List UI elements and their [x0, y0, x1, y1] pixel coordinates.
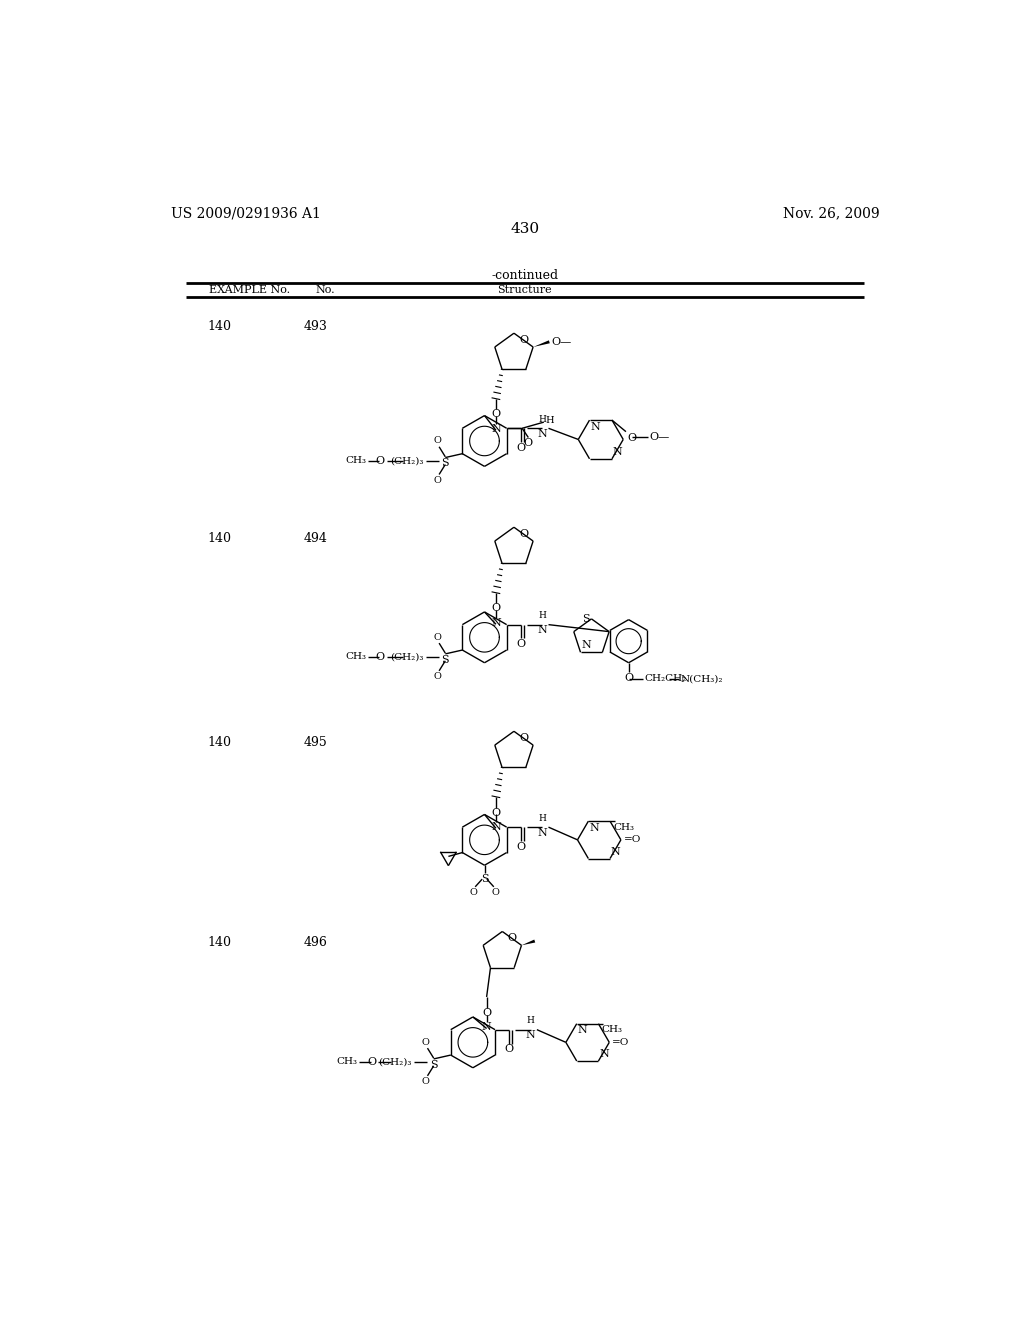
Text: O: O — [519, 335, 528, 345]
Text: H: H — [539, 813, 546, 822]
Text: =O: =O — [624, 836, 641, 845]
Text: O: O — [624, 673, 633, 682]
Text: N: N — [611, 847, 621, 857]
Text: O—: O— — [649, 432, 670, 442]
Text: N: N — [599, 1049, 609, 1060]
Text: O: O — [524, 438, 532, 449]
Polygon shape — [521, 940, 536, 945]
Text: Nov. 26, 2009: Nov. 26, 2009 — [783, 206, 880, 220]
Text: N: N — [492, 618, 501, 628]
Text: O: O — [492, 603, 501, 614]
Text: O: O — [422, 1077, 430, 1086]
Text: S: S — [441, 655, 450, 665]
Text: CH₂CH₂: CH₂CH₂ — [644, 675, 686, 684]
Text: O: O — [492, 409, 501, 420]
Text: S: S — [430, 1060, 437, 1069]
Text: N: N — [492, 822, 501, 832]
Text: 493: 493 — [303, 321, 328, 333]
Text: 140: 140 — [208, 936, 231, 949]
Text: CH₃: CH₃ — [345, 457, 367, 465]
Text: O: O — [519, 529, 528, 539]
Text: (CH₂)₃: (CH₂)₃ — [379, 1057, 412, 1067]
Text: US 2009/0291936 A1: US 2009/0291936 A1 — [171, 206, 321, 220]
Text: 494: 494 — [303, 532, 328, 545]
Text: 430: 430 — [510, 222, 540, 235]
Text: No.: No. — [315, 285, 335, 296]
Text: =O: =O — [612, 1038, 630, 1047]
Text: (CH₂)₃: (CH₂)₃ — [390, 652, 424, 661]
Text: 140: 140 — [208, 532, 231, 545]
Text: 496: 496 — [303, 936, 328, 949]
Text: O: O — [470, 888, 477, 898]
Text: N: N — [538, 828, 547, 838]
Text: O: O — [376, 455, 385, 466]
Text: O: O — [519, 733, 528, 743]
Text: Structure: Structure — [498, 285, 552, 296]
Text: 495: 495 — [304, 737, 328, 748]
Text: O: O — [507, 933, 516, 944]
Text: O: O — [516, 842, 525, 851]
Text: O: O — [433, 632, 441, 642]
Text: O: O — [422, 1038, 430, 1047]
Text: N: N — [525, 1031, 536, 1040]
Text: S: S — [583, 614, 590, 624]
Text: O: O — [433, 477, 441, 484]
Text: H: H — [546, 416, 554, 425]
Text: N: N — [612, 447, 623, 457]
Text: H: H — [526, 1016, 535, 1026]
Text: S: S — [480, 874, 488, 883]
Polygon shape — [534, 341, 550, 347]
Text: 140: 140 — [208, 321, 231, 333]
Text: N: N — [589, 822, 599, 833]
Text: CH₃: CH₃ — [345, 652, 367, 661]
Text: O: O — [516, 639, 525, 649]
Text: H: H — [539, 611, 546, 620]
Text: CH₃: CH₃ — [337, 1057, 357, 1067]
Text: O: O — [628, 433, 637, 444]
Text: N: N — [538, 626, 547, 635]
Text: H: H — [539, 414, 546, 424]
Text: 140: 140 — [208, 737, 231, 748]
Text: O: O — [516, 444, 525, 453]
Text: O—: O— — [551, 337, 571, 347]
Text: O: O — [482, 1007, 492, 1018]
Text: N: N — [578, 1026, 587, 1035]
Text: CH₃: CH₃ — [613, 822, 634, 832]
Text: N: N — [492, 424, 501, 434]
Text: N(CH₃)₂: N(CH₃)₂ — [681, 675, 723, 684]
Text: (CH₂)₃: (CH₂)₃ — [390, 457, 424, 465]
Text: O: O — [492, 888, 500, 898]
Text: O: O — [376, 652, 385, 661]
Text: O: O — [505, 1044, 514, 1055]
Text: S: S — [441, 458, 450, 469]
Text: CH₃: CH₃ — [601, 1026, 623, 1035]
Text: N: N — [582, 640, 591, 649]
Text: N: N — [481, 1023, 492, 1032]
Text: O: O — [433, 436, 441, 445]
Text: O: O — [492, 808, 501, 817]
Text: -continued: -continued — [492, 268, 558, 281]
Text: O: O — [433, 672, 441, 681]
Text: N: N — [538, 429, 547, 440]
Text: N: N — [590, 421, 600, 432]
Text: EXAMPLE No.: EXAMPLE No. — [209, 285, 291, 296]
Text: O: O — [368, 1057, 377, 1067]
